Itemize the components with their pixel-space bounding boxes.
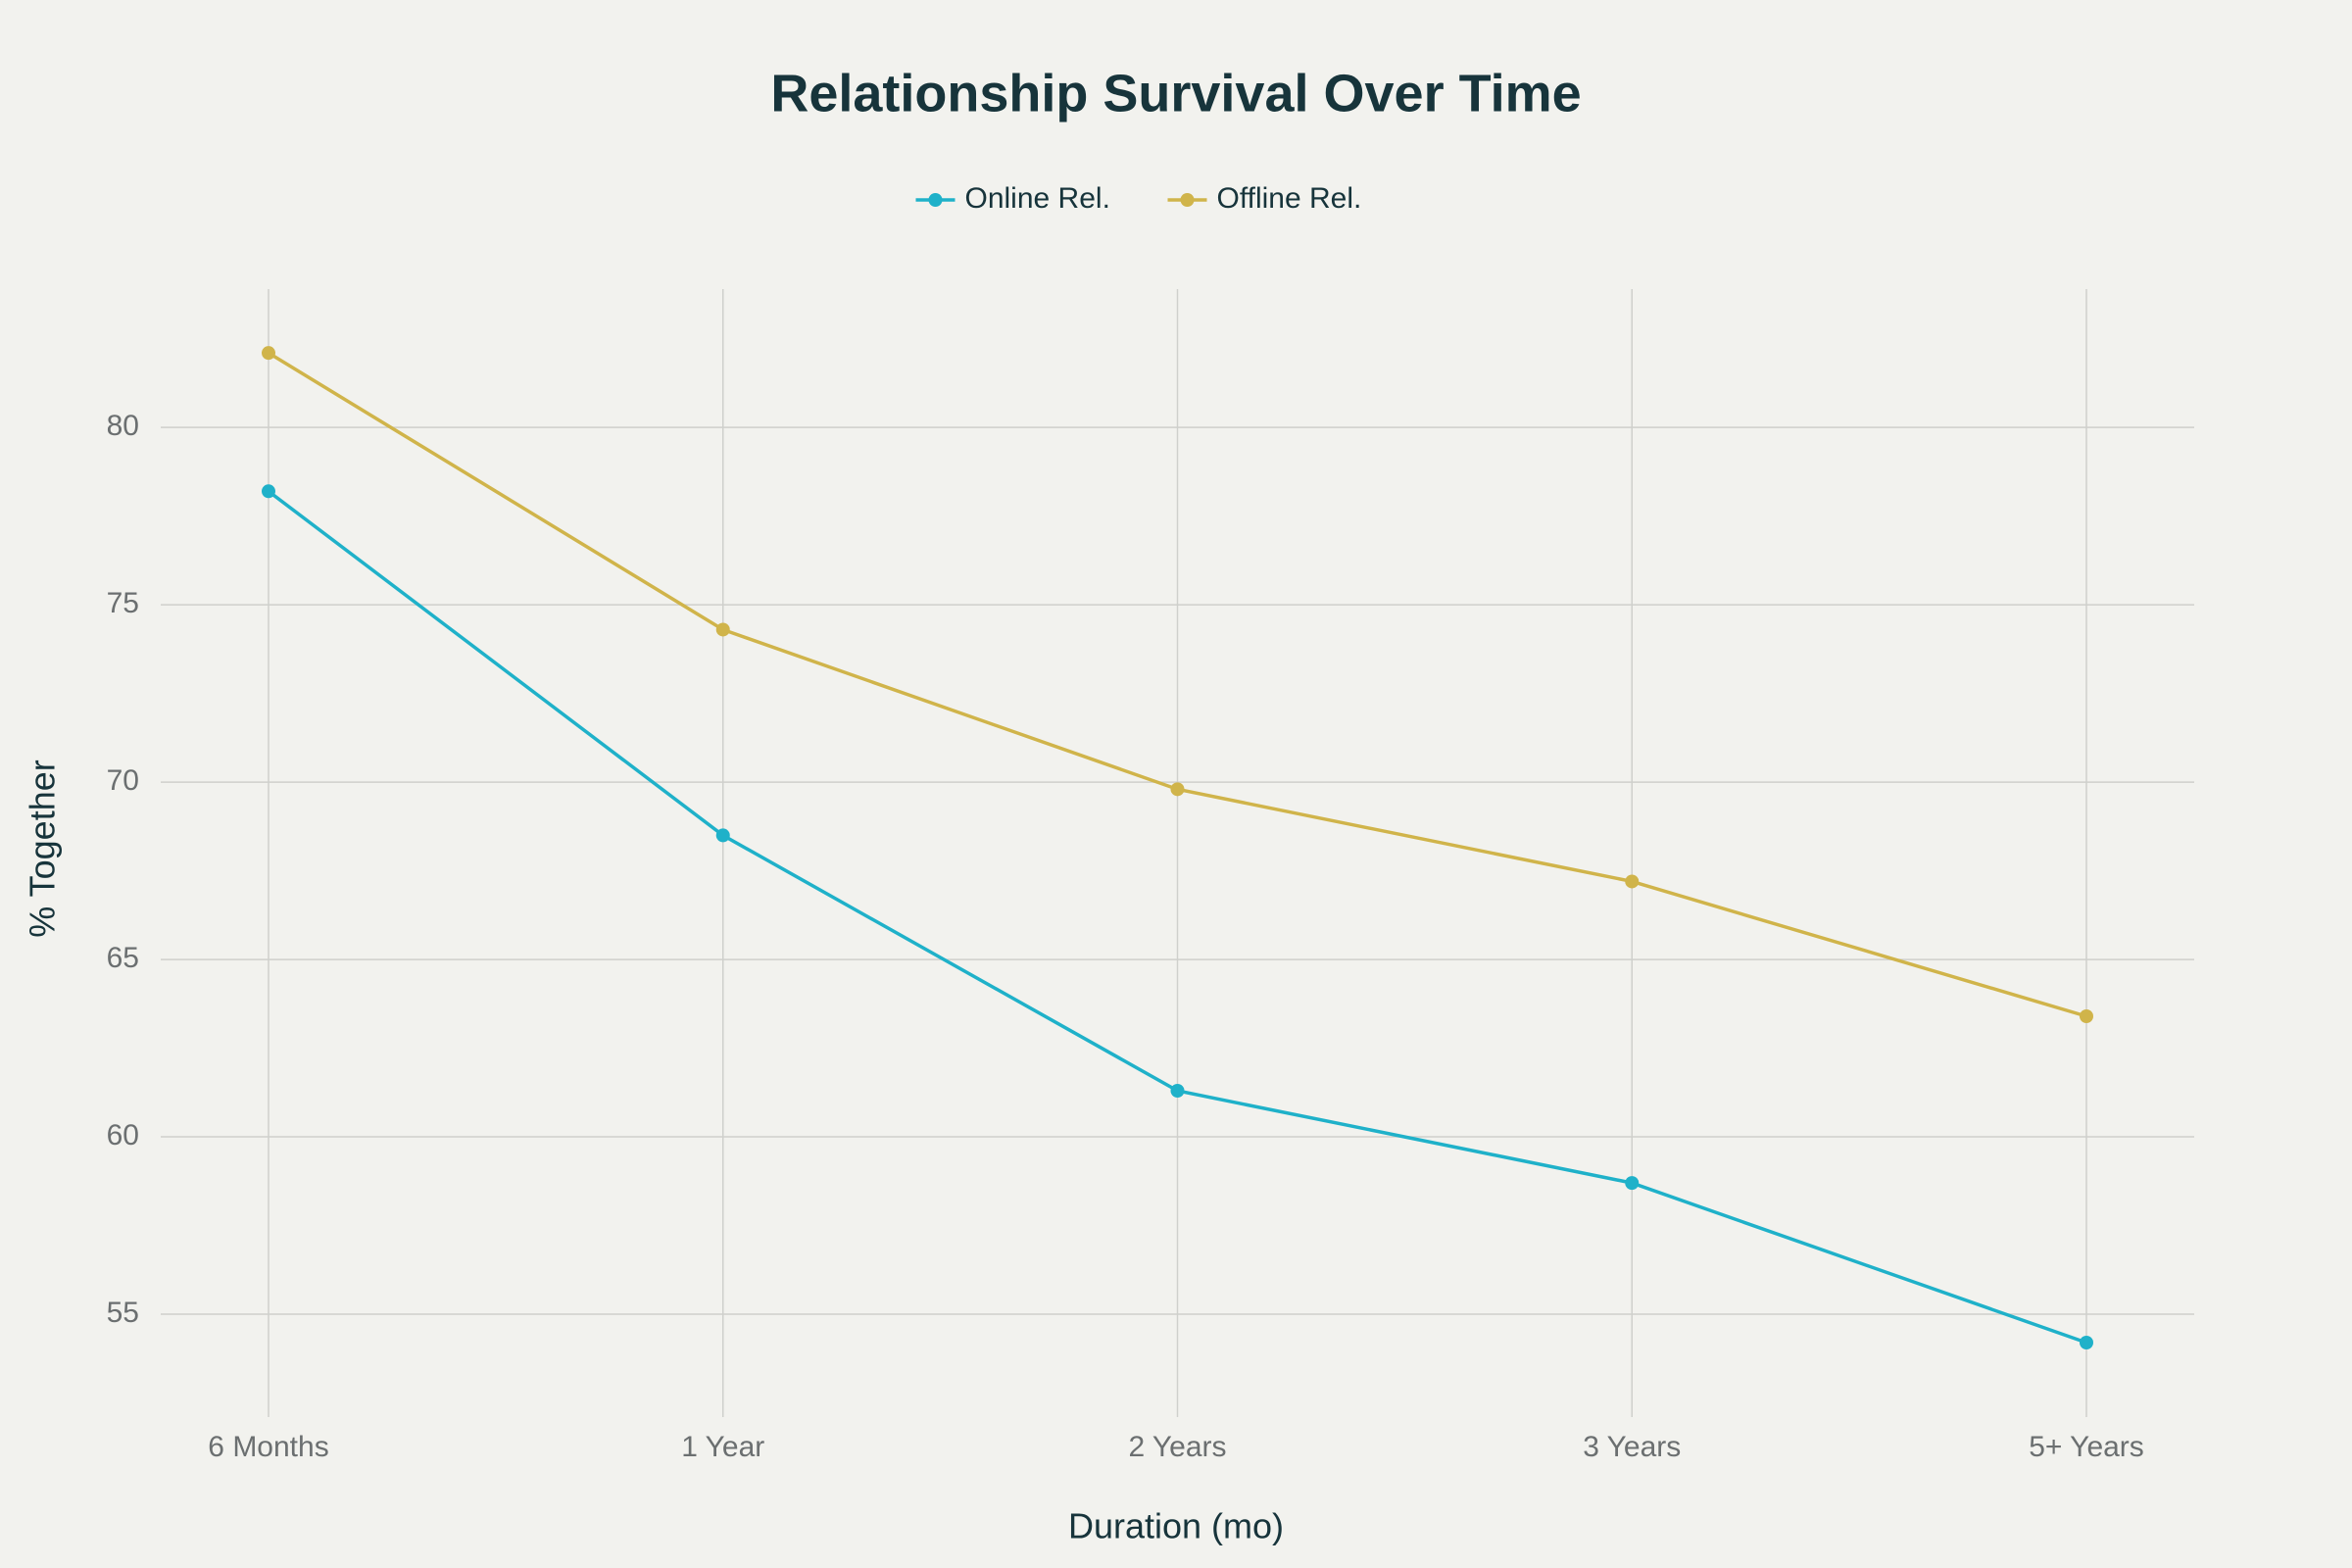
marker [715, 622, 730, 637]
y-tick-label: 60 [107, 1119, 139, 1152]
marker [262, 346, 275, 361]
x-tick-label: 3 Years [1583, 1431, 1681, 1463]
y-tick-label: 80 [107, 410, 139, 442]
marker [1625, 1176, 1640, 1191]
legend-marker [928, 193, 943, 207]
legend-label: Online Rel. [965, 182, 1110, 215]
legend-label: Offline Rel. [1217, 182, 1362, 215]
marker [1170, 1084, 1185, 1099]
marker [715, 828, 730, 843]
legend: Online Rel. Offline Rel. [915, 182, 1362, 215]
x-tick-label: 6 Months [208, 1431, 328, 1463]
marker [1170, 782, 1185, 797]
x-tick-label: 1 Year [681, 1431, 764, 1463]
y-axis-label: % Together [23, 760, 63, 937]
y-tick-label: 55 [107, 1297, 139, 1329]
y-tick-label: 70 [107, 764, 139, 797]
x-axis-label: Duration (mo) [1068, 1506, 1284, 1546]
legend-marker [1180, 193, 1195, 207]
marker [2080, 1008, 2093, 1023]
marker [2080, 1335, 2093, 1349]
y-tick-label: 65 [107, 942, 139, 974]
x-tick-label: 5+ Years [2029, 1431, 2144, 1463]
marker [262, 484, 275, 499]
x-tick-label: 2 Years [1128, 1431, 1226, 1463]
y-tick-label: 75 [107, 587, 139, 619]
marker [1625, 874, 1640, 889]
chart-title: Relationship Survival Over Time [770, 64, 1581, 122]
